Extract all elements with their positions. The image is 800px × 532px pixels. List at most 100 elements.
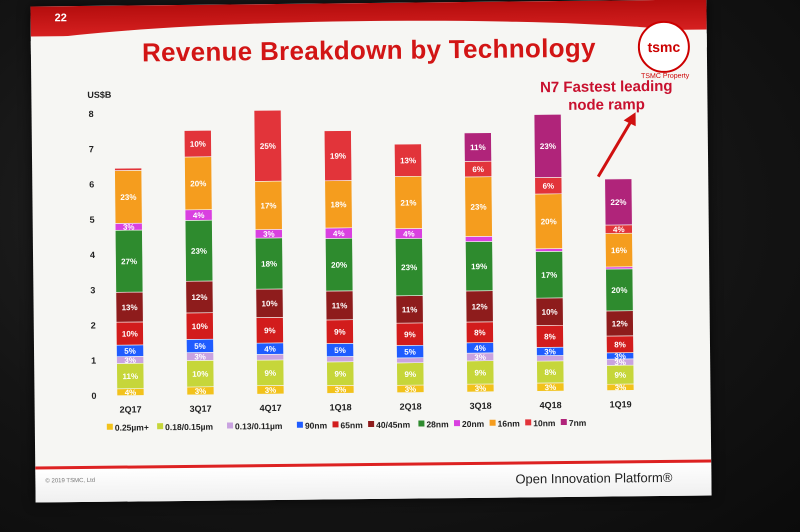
segment-label: 8% (544, 368, 556, 377)
segment-label: 10% (192, 370, 208, 379)
presentation-slide: 22 Revenue Breakdown by Technology tsmc … (30, 0, 712, 503)
bar-segment (465, 235, 493, 243)
segment-label: 4% (403, 229, 415, 238)
annotation-arrow (596, 119, 633, 178)
segment-label: 10% (192, 322, 208, 331)
segment-label: 18% (330, 200, 346, 209)
segment-label: 3% (124, 356, 136, 365)
legend-entry: 0.13/0.11µm (235, 421, 283, 432)
segment-label: 3% (123, 223, 135, 232)
segment-label: 23% (540, 142, 556, 151)
legend-swatch (418, 420, 425, 427)
legend-swatch (489, 419, 496, 426)
segment-label: 17% (541, 271, 557, 280)
legend-entry: 28nm (426, 419, 449, 429)
segment-label: 10% (542, 308, 558, 317)
segment-label: 10% (190, 140, 206, 149)
segment-label: 10% (122, 329, 138, 338)
legend-entry: 40/45nm (376, 420, 411, 430)
segment-label: 20% (331, 261, 347, 270)
legend-swatch (368, 420, 375, 428)
segment-label: 3% (263, 230, 275, 239)
legend-swatch (453, 420, 461, 427)
y-tick-label: 5 (90, 215, 95, 225)
x-category-label: 2Q18 (400, 401, 422, 411)
bar-segment (183, 129, 212, 158)
logo-field (647, 37, 680, 57)
segment-label: 4% (333, 229, 345, 238)
segment-label: 8% (544, 332, 556, 341)
bar-segment (394, 143, 423, 177)
y-tick-label: 6 (89, 179, 94, 189)
segment-label: 3% (335, 385, 347, 394)
segment-label: 3% (614, 352, 626, 361)
segment-label: 9% (264, 369, 276, 378)
y-tick-label: 8 (88, 109, 93, 119)
segment-label: 6% (543, 182, 555, 191)
legend-entry: 0.18/0.15µm (165, 422, 213, 433)
y-tick-label: 0 (91, 391, 96, 401)
bar-segment (396, 357, 424, 364)
legend-swatch (226, 422, 234, 429)
segment-label: 23% (120, 193, 136, 202)
legend-swatch (106, 423, 113, 430)
chart-legend: 0.25µm+ 0.18/0.15µm 0.13/0.11µm 90nm 65nm 40/… (106, 418, 587, 433)
bar-segment (253, 109, 283, 182)
segment-label: 13% (400, 156, 416, 165)
y-tick-label: 2 (91, 320, 96, 330)
segment-label: 23% (470, 203, 486, 212)
segment-label: 20% (541, 217, 557, 226)
segment-label: 5% (124, 347, 136, 356)
segment-label: 4% (193, 211, 205, 220)
chart-axes: US$B 0 1 2 3 4 5 6 7 8 2Q17 3Q17 4Q17 1Q18 2Q18 3Q18 4Q1… (87, 90, 632, 415)
logo-text: tsmc (647, 39, 680, 55)
legend-entry: 16nm (498, 418, 521, 428)
segment-label: 3% (474, 353, 486, 362)
stacked-bar-chart: US$B 0 1 2 3 4 5 6 7 8 2Q17 3Q17 4Q17 1Q18 2Q18 3Q18 4Q1… (87, 90, 636, 433)
segment-label: 11% (122, 372, 138, 381)
legend-swatch (296, 421, 303, 428)
segment-label: 3% (615, 383, 627, 392)
segment-label: 3% (475, 384, 487, 393)
segment-label: 5% (404, 348, 416, 357)
legend-entry: 65nm (340, 420, 363, 430)
bar-segment (114, 167, 142, 171)
segment-label: 9% (334, 370, 346, 379)
segment-label: 12% (191, 293, 207, 302)
x-category-label: 2Q17 (120, 404, 142, 414)
bar-segment (323, 130, 353, 182)
segment-label: 4% (613, 225, 625, 234)
bar-segment (256, 353, 284, 361)
y-tick-label: 7 (89, 144, 94, 154)
segment-label: 23% (191, 247, 207, 256)
legend-entry: 7nm (569, 418, 587, 428)
segment-label: 12% (472, 302, 488, 311)
segment-label: 17% (260, 201, 276, 210)
segment-label: 27% (121, 257, 137, 266)
segment-label: 9% (474, 368, 486, 377)
legend-swatch (157, 423, 164, 430)
segment-label: 3% (405, 385, 417, 394)
segment-label: 11% (332, 301, 348, 310)
segment-label: 4% (125, 388, 137, 397)
segment-label: 8% (474, 328, 486, 337)
legend-entry: 0.25µm+ (115, 422, 149, 432)
segment-label: 8% (614, 340, 626, 349)
segment-label: 23% (401, 263, 417, 272)
x-category-label: 3Q17 (190, 404, 212, 414)
segment-label: 22% (610, 198, 626, 207)
y-axis-label: US$B (87, 90, 112, 100)
segment-label: 9% (334, 328, 346, 337)
legend-swatch (525, 419, 532, 426)
segment-label: 9% (614, 371, 626, 380)
segment-label: 10% (261, 299, 277, 308)
x-category-label: 3Q18 (470, 401, 492, 411)
segment-label: 5% (194, 342, 206, 351)
segment-label: 3% (195, 387, 207, 396)
segment-label: 9% (404, 330, 416, 339)
segment-label: 11% (402, 305, 418, 314)
tsmc-logo: tsmc (637, 20, 690, 73)
x-category-label: 1Q19 (610, 399, 632, 409)
y-tick-label: 4 (90, 250, 95, 260)
